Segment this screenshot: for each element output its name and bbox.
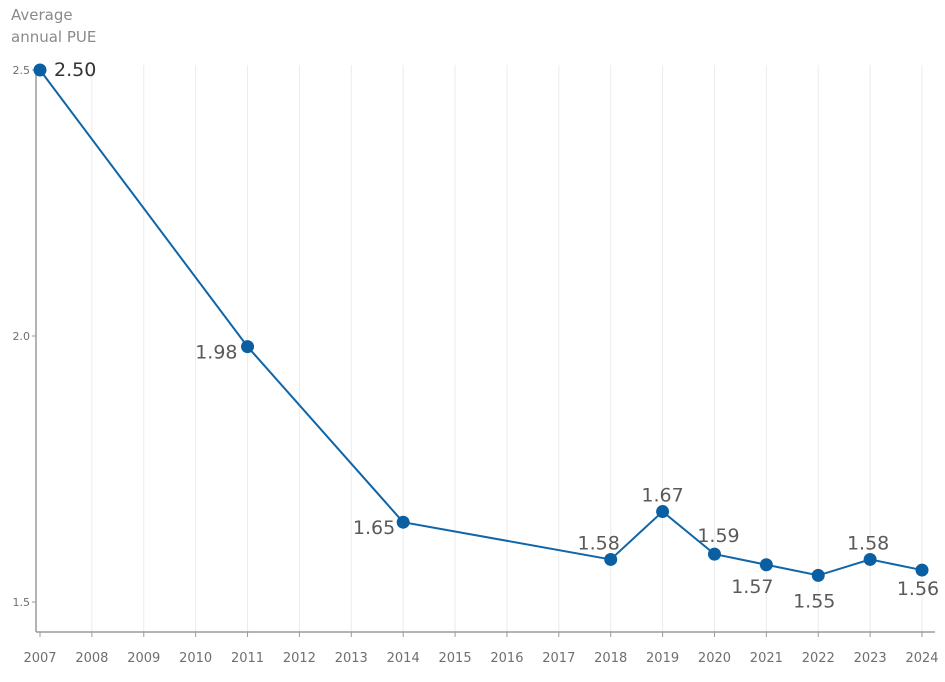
data-point-2019 xyxy=(656,505,670,519)
data-point-2022 xyxy=(811,568,825,582)
data-point-2011 xyxy=(241,340,255,354)
y-axis-title-line-1: Average xyxy=(11,6,73,24)
data-label-2014: 1.65 xyxy=(353,517,395,539)
data-point-2021 xyxy=(759,558,773,572)
data-label-2020: 1.59 xyxy=(697,525,739,547)
x-tick-label: 2024 xyxy=(905,651,938,666)
data-point-2018 xyxy=(604,552,618,566)
series-line xyxy=(39,69,923,577)
y-axis-title-line-2: annual PUE xyxy=(11,28,97,46)
data-point-2024 xyxy=(915,563,929,577)
x-tick-label: 2022 xyxy=(802,651,835,666)
x-tick-label: 2012 xyxy=(283,651,316,666)
x-tick-label: 2008 xyxy=(75,651,108,666)
data-label-2007: 2.50 xyxy=(54,59,96,81)
data-label-2023: 1.58 xyxy=(847,532,889,554)
data-label-2021: 1.57 xyxy=(731,576,773,598)
x-tick-label: 2021 xyxy=(750,651,783,666)
data-point-2014 xyxy=(396,515,410,529)
y-tick-label: 2.0 xyxy=(13,330,31,343)
x-tick-label: 2014 xyxy=(387,651,420,666)
x-tick-label: 2013 xyxy=(335,651,368,666)
x-tick-label: 2011 xyxy=(231,651,264,666)
x-tick-label: 2020 xyxy=(698,651,731,666)
data-label-2022: 1.55 xyxy=(793,590,835,612)
data-point-2020 xyxy=(707,547,721,561)
data-label-2024: 1.56 xyxy=(897,578,939,600)
x-tick-label: 2019 xyxy=(646,651,679,666)
x-tick-label: 2018 xyxy=(594,651,627,666)
y-tick-label: 2.5 xyxy=(13,64,31,77)
data-point-2007 xyxy=(33,63,47,77)
data-label-2018: 1.58 xyxy=(578,532,620,554)
y-tick-label: 1.5 xyxy=(13,596,31,609)
data-point-2023 xyxy=(863,552,877,566)
data-label-2011: 1.98 xyxy=(195,342,237,364)
x-tick-label: 2009 xyxy=(127,651,160,666)
x-tick-label: 2023 xyxy=(854,651,887,666)
x-tick-label: 2010 xyxy=(179,651,212,666)
x-tick-label: 2016 xyxy=(490,651,523,666)
data-label-2019: 1.67 xyxy=(641,485,683,507)
x-tick-label: 2007 xyxy=(23,651,56,666)
x-tick-label: 2015 xyxy=(439,651,472,666)
x-tick-label: 2017 xyxy=(542,651,575,666)
